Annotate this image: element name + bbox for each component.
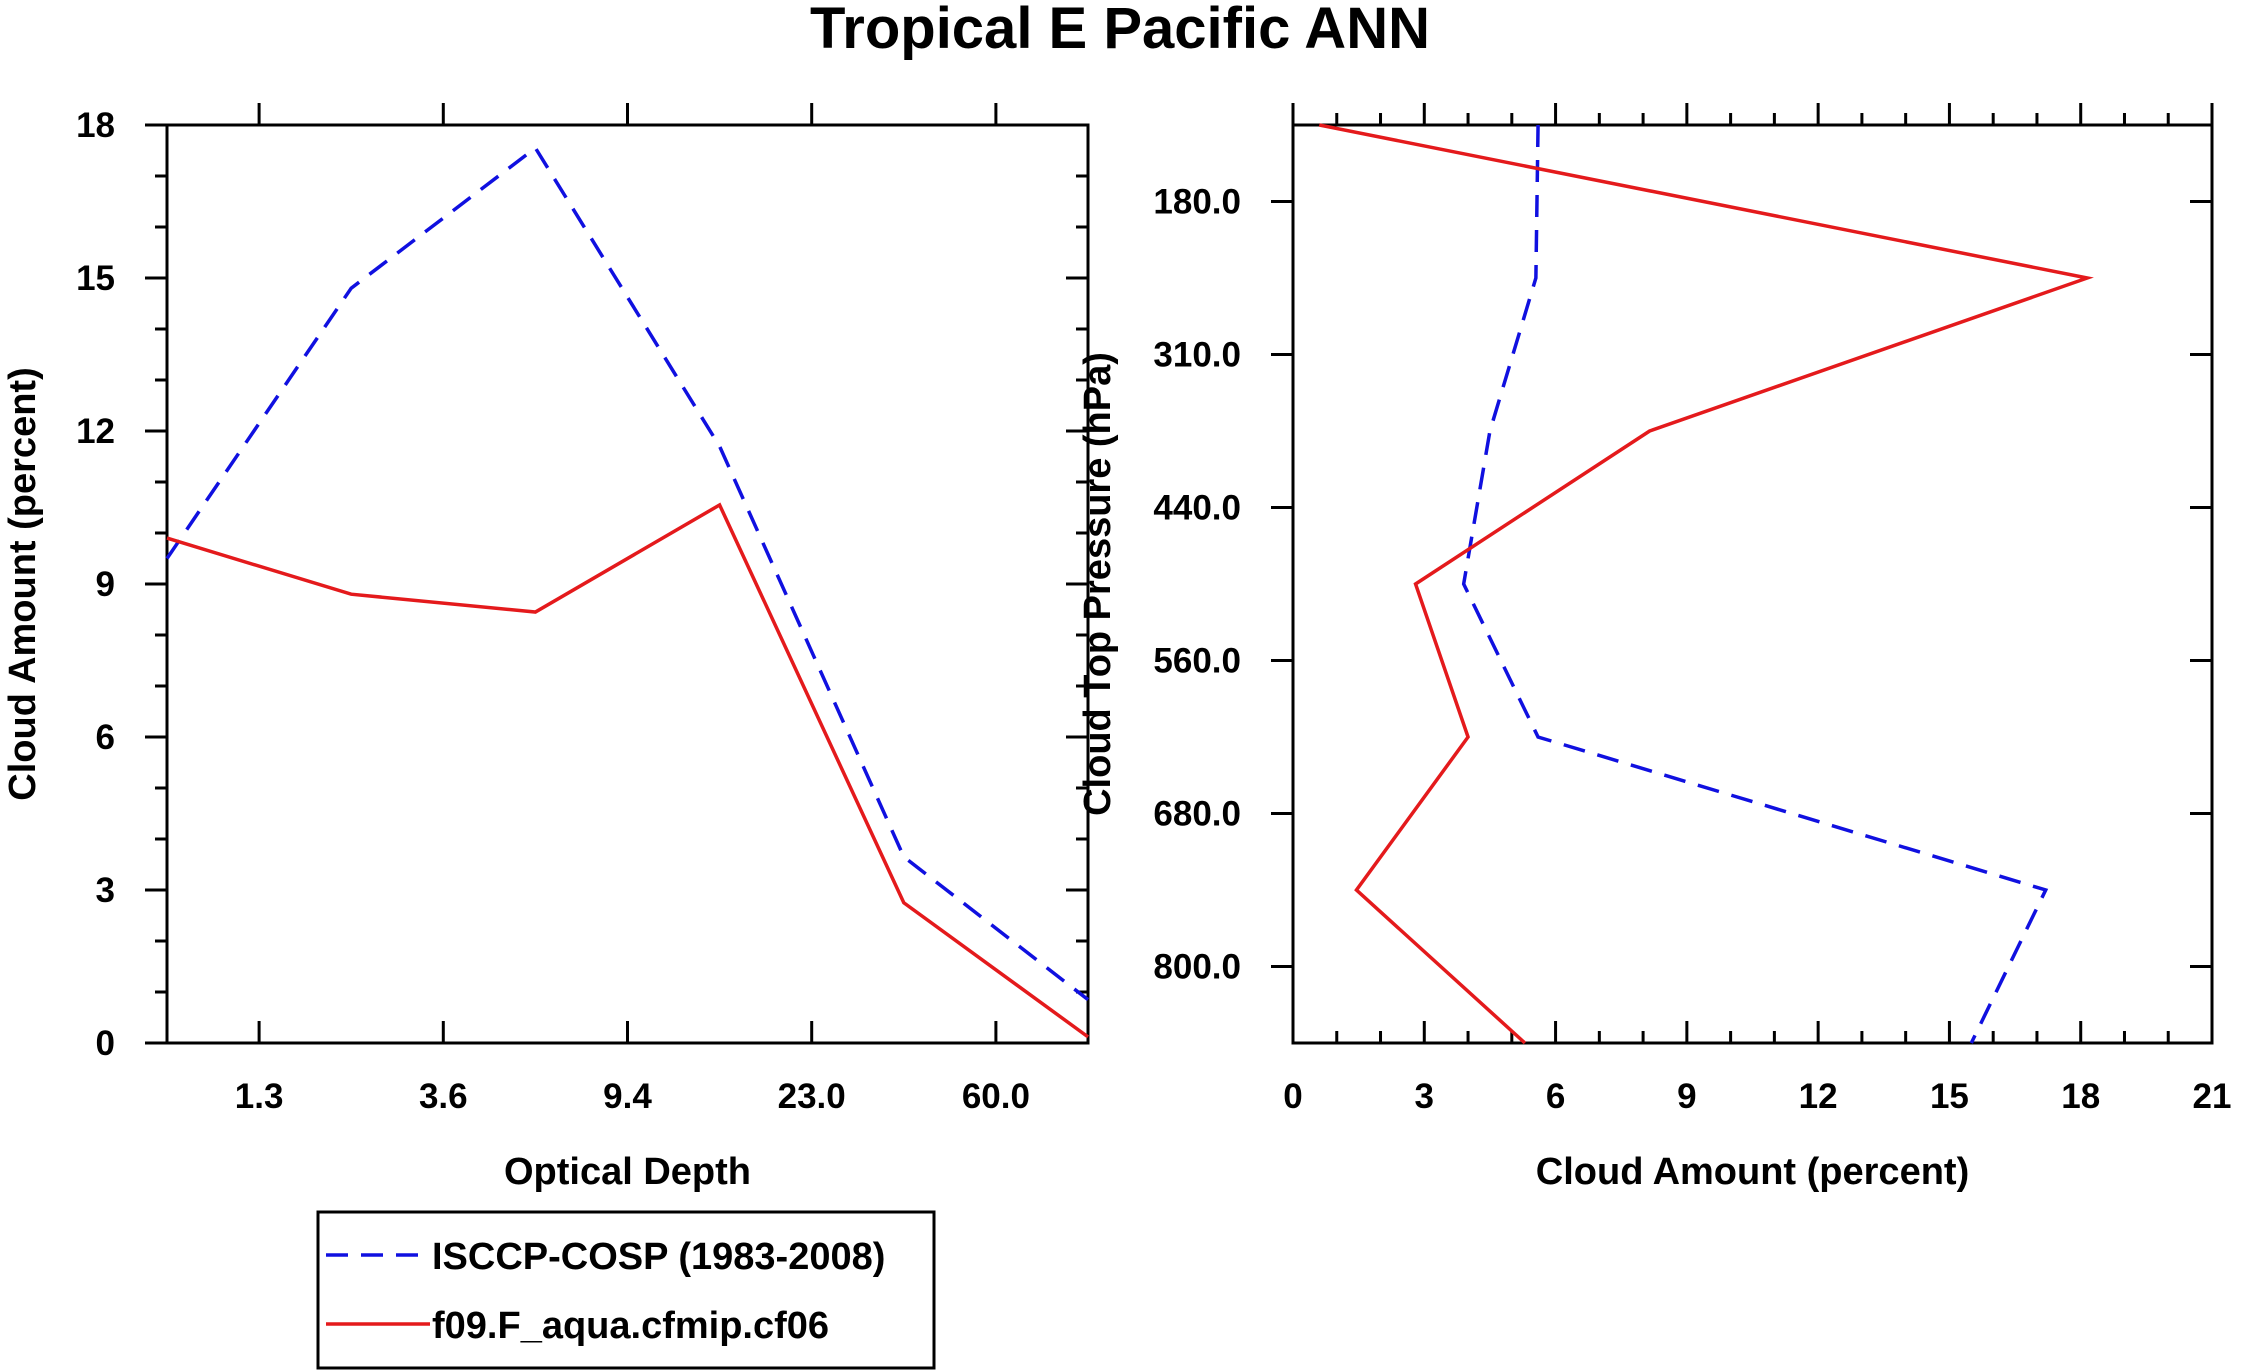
y-tick-label: 440.0	[1153, 489, 1241, 528]
optical-depth-y-axis-label: Cloud Amount (percent)	[2, 367, 44, 800]
x-tick-label: 9.4	[603, 1077, 652, 1116]
x-tick-label: 6	[1546, 1077, 1565, 1116]
y-tick-label: 180.0	[1153, 183, 1241, 222]
y-tick-label: 12	[76, 412, 115, 451]
y-tick-label: 18	[76, 106, 115, 145]
legend-label-isccp: ISCCP-COSP (1983-2008)	[432, 1236, 885, 1278]
x-tick-label: 0	[1283, 1077, 1302, 1116]
y-tick-label: 310.0	[1153, 336, 1241, 375]
x-tick-label: 3	[1415, 1077, 1434, 1116]
pressure-tick-labels: 0 3 6 9 12 15 18 21 180.0 310.0 440.0 560.0 680.0 800…	[1153, 183, 2231, 1117]
pressure-ticks	[1271, 103, 2214, 1043]
y-tick-label: 800.0	[1153, 948, 1241, 987]
figure-title: Tropical E Pacific ANN	[810, 0, 1430, 61]
y-tick-label: 9	[96, 565, 115, 604]
x-tick-label: 9	[1677, 1077, 1696, 1116]
optical-depth-plot-frame	[165, 123, 1090, 1045]
x-tick-label: 60.0	[962, 1077, 1030, 1116]
y-tick-label: 3	[96, 871, 115, 910]
y-tick-label: 680.0	[1153, 795, 1241, 834]
optical-depth-series	[165, 145, 1090, 1039]
y-tick-label: 6	[96, 718, 115, 757]
y-tick-label: 0	[96, 1024, 115, 1063]
series-line-model	[166, 502, 1090, 1039]
x-tick-label: 1.3	[235, 1077, 284, 1116]
y-tick-label: 15	[76, 259, 115, 298]
x-tick-label: 18	[2061, 1077, 2100, 1116]
y-tick-label: 560.0	[1153, 642, 1241, 681]
optical-depth-x-axis-label: Optical Depth	[504, 1151, 751, 1193]
series-line-model	[1318, 123, 2094, 1045]
x-tick-label: 21	[2193, 1077, 2232, 1116]
optical-depth-tick-labels: 1.3 3.6 9.4 23.0 60.0 0 3 6 9 12 15 18	[76, 106, 1030, 1116]
pressure-panel: 0 3 6 9 12 15 18 21 180.0 310.0 440.0 560.0 680.0 800…	[1077, 103, 2231, 1193]
x-tick-label: 3.6	[419, 1077, 468, 1116]
x-tick-label: 12	[1799, 1077, 1838, 1116]
pressure-plot-frame	[1291, 123, 2214, 1045]
series-line-isccp	[165, 145, 1090, 1002]
legend-box	[316, 1210, 936, 1370]
legend: ISCCP-COSP (1983-2008) f09.F_aqua.cfmip.…	[316, 1210, 936, 1370]
optical-depth-panel: 1.3 3.6 9.4 23.0 60.0 0 3 6 9 12 15 18 Optical Dept…	[2, 103, 1090, 1193]
legend-label-model: f09.F_aqua.cfmip.cf06	[432, 1305, 829, 1347]
pressure-series	[1318, 123, 2094, 1045]
pressure-y-axis-label: Cloud Top Pressure (hPa)	[1077, 352, 1119, 816]
x-tick-label: 15	[1930, 1077, 1969, 1116]
series-line-isccp	[1461, 124, 2049, 1044]
x-tick-label: 23.0	[778, 1077, 846, 1116]
pressure-x-axis-label: Cloud Amount (percent)	[1536, 1151, 1969, 1193]
